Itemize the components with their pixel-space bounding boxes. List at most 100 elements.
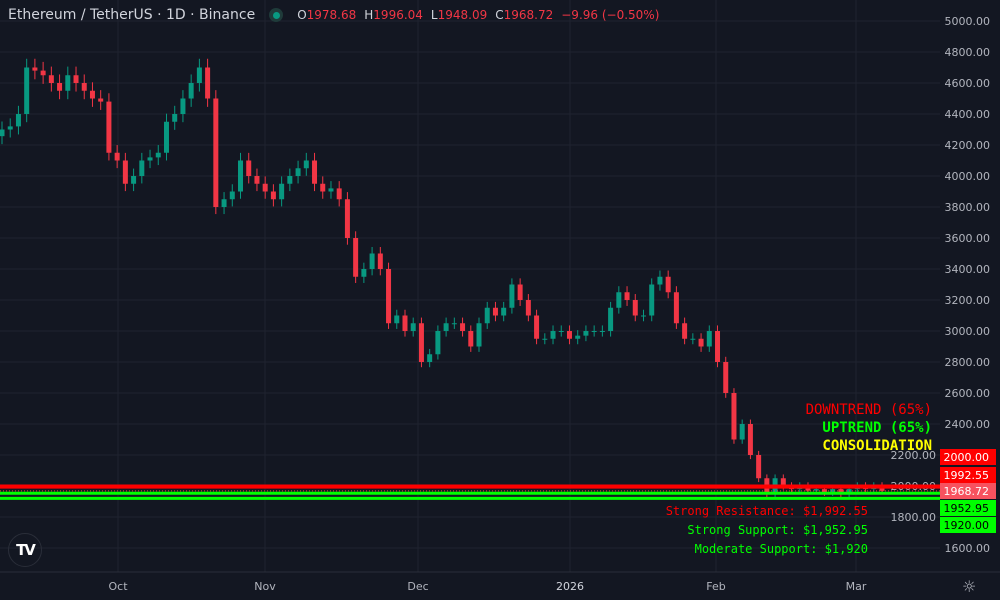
y-tick-label: 1600.00 <box>945 542 991 555</box>
candle-body <box>386 269 392 324</box>
candle-body <box>410 323 416 331</box>
candle-body <box>435 331 441 355</box>
candle-body <box>460 323 466 331</box>
settings-gear-icon[interactable]: ☼ <box>962 577 977 596</box>
candle-body <box>65 75 71 91</box>
candle-body <box>451 323 457 325</box>
price-tag-label: 2000.00 <box>944 451 990 464</box>
y-tick-label: 4800.00 <box>945 46 991 59</box>
candle-body <box>73 75 79 83</box>
candle-body <box>830 489 836 493</box>
candle-body <box>599 331 605 332</box>
candle-body <box>443 323 449 331</box>
high-value: H1996.04 <box>364 8 423 22</box>
candle-body <box>40 70 46 76</box>
candle-body <box>254 176 260 184</box>
y-tick-label: 2600.00 <box>945 387 991 400</box>
candle-body <box>402 315 408 331</box>
candle-body <box>229 191 235 200</box>
candle-body <box>756 455 762 479</box>
candle-body <box>196 67 202 83</box>
y-tick-label: 3000.00 <box>945 325 991 338</box>
candle-body <box>632 300 638 316</box>
candle-body <box>303 160 309 169</box>
candle-body <box>163 121 169 153</box>
y-tick-label: 4200.00 <box>945 139 991 152</box>
y-tick-label: 1800.00 <box>891 511 937 524</box>
candle-body <box>838 489 844 494</box>
candle-body <box>476 323 482 347</box>
candle-body <box>624 292 630 300</box>
candle-body <box>353 238 359 277</box>
candle-body <box>369 253 375 269</box>
candle-body <box>336 188 342 200</box>
uptrend-label: UPTREND (65%) <box>822 420 932 436</box>
strong-support-label: Strong Support: $1,952.95 <box>687 523 868 537</box>
candle-body <box>213 98 219 207</box>
y-tick-label: 2200.00 <box>891 449 937 462</box>
candle-body <box>24 67 30 114</box>
candle-body <box>89 90 95 99</box>
downtrend-label: DOWNTREND (65%) <box>805 402 932 418</box>
price-tag-label: 1992.55 <box>944 469 990 482</box>
candle-body <box>821 489 827 493</box>
price-tag <box>940 500 996 516</box>
symbol-title[interactable]: Ethereum / TetherUS · 1D · Binance <box>8 7 256 23</box>
candle-body <box>608 307 614 331</box>
candle-body <box>0 129 5 137</box>
candle-body <box>7 126 13 130</box>
candle-body <box>377 253 383 269</box>
candle-body <box>205 67 211 99</box>
x-tick-label: Oct <box>108 580 128 593</box>
candle-body <box>172 114 178 122</box>
candle-body <box>673 292 679 324</box>
y-tick-label: 2400.00 <box>945 418 991 431</box>
candle-body <box>484 307 490 324</box>
candle-body <box>468 331 474 347</box>
x-tick-label: 2026 <box>556 580 584 593</box>
candle-body <box>665 276 671 293</box>
candle-body <box>262 183 268 192</box>
candle-body <box>394 315 400 324</box>
candle-body <box>509 284 515 308</box>
candle-body <box>566 331 572 339</box>
x-tick-label: Nov <box>254 580 276 593</box>
price-tag-label: 1920.00 <box>944 519 990 532</box>
candle-body <box>739 424 745 440</box>
candle-body <box>180 98 186 114</box>
chart-header: Ethereum / TetherUS · 1D · Binance O1978… <box>8 7 659 23</box>
candle-body <box>270 191 276 200</box>
annotation-layer: DOWNTREND (65%) UPTREND (65%) CONSOLIDAT… <box>666 402 932 556</box>
candle-body <box>155 152 161 158</box>
price-tag <box>940 449 996 465</box>
candle-body <box>682 323 688 339</box>
moderate-support-label: Moderate Support: $1,920 <box>694 542 868 556</box>
candle-body <box>558 331 564 332</box>
tradingview-logo[interactable]: TV <box>8 533 42 567</box>
y-tick-label: 4600.00 <box>945 77 991 90</box>
low-value: L1948.09 <box>430 8 488 22</box>
candle-body <box>534 315 540 339</box>
close-value: C1968.72 <box>495 8 554 22</box>
candle-body <box>649 284 655 316</box>
candle-body <box>575 335 581 339</box>
candle-body <box>501 307 507 316</box>
candle-body <box>517 284 523 300</box>
y-tick-label: 3800.00 <box>945 201 991 214</box>
price-tag <box>940 467 996 483</box>
candle-body <box>238 160 244 192</box>
y-tick-label: 3400.00 <box>945 263 991 276</box>
market-status-icon <box>269 8 284 22</box>
candle-body <box>328 188 334 192</box>
candle-body <box>246 160 252 176</box>
candle-body <box>492 307 498 316</box>
y-tick-label: 3600.00 <box>945 232 991 245</box>
candle-body <box>690 338 696 340</box>
candle-body <box>657 276 663 285</box>
candle-body <box>361 269 367 277</box>
candle-body <box>427 354 433 362</box>
candle-body <box>114 152 120 161</box>
candle-body <box>98 98 104 102</box>
candle-body <box>525 300 531 316</box>
